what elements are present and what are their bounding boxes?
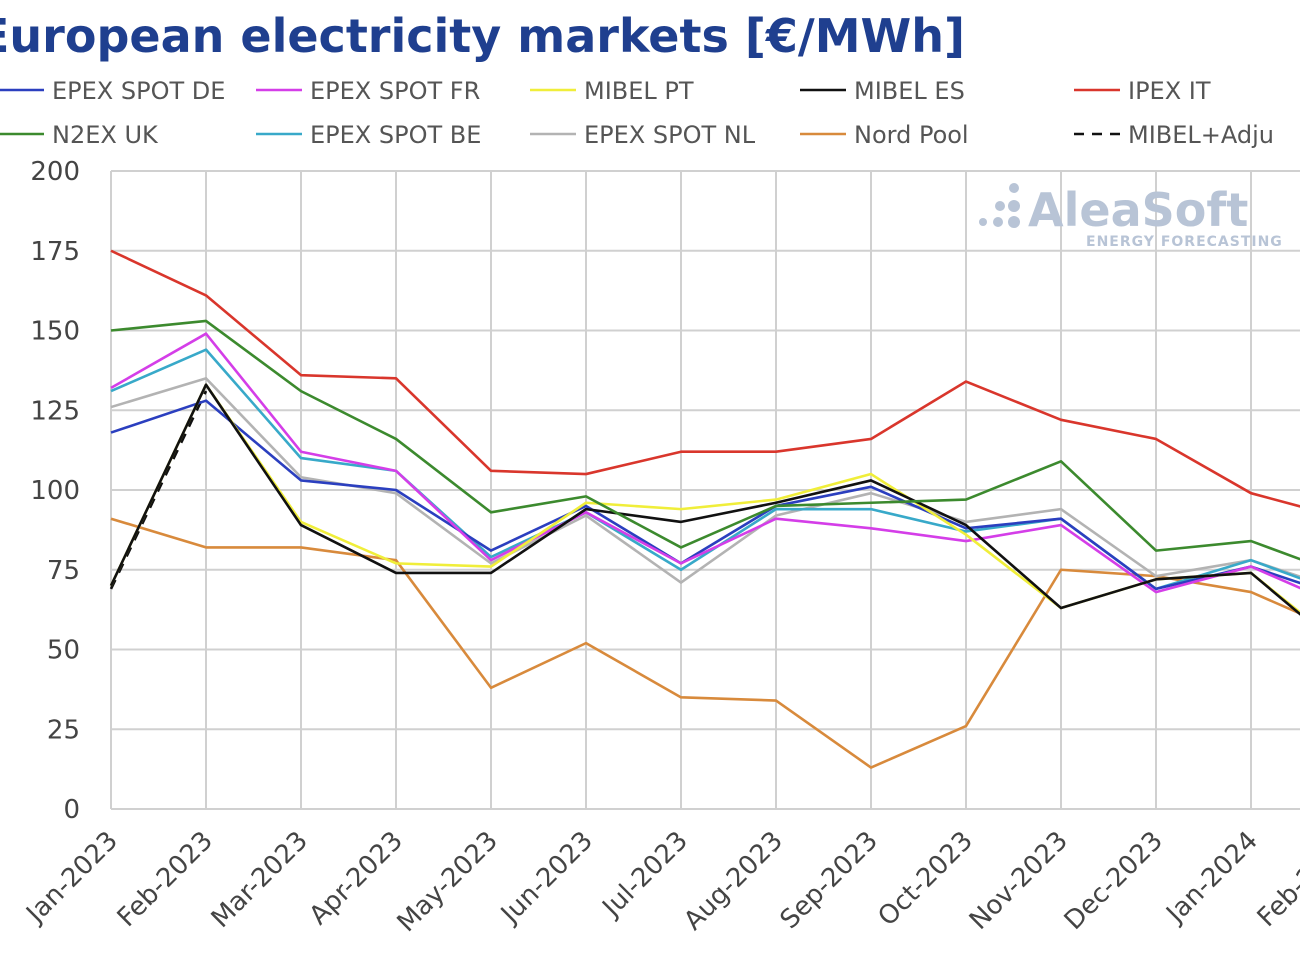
- chart-title: European electricity markets [€/MWh]: [0, 9, 965, 63]
- gridlines: [110, 170, 1300, 810]
- legend-label: N2EX UK: [52, 121, 159, 149]
- legend-label: EPEX SPOT DE: [52, 77, 225, 105]
- aleasoft-logo: AleaSoft ENERGY FORECASTING: [979, 183, 1283, 250]
- y-tick-label: 0: [63, 795, 80, 825]
- logo-dot: [995, 201, 1005, 211]
- legend-item: Nord Pool: [800, 121, 969, 149]
- legend-item: MIBEL ES: [800, 77, 965, 105]
- x-axis-ticks: Jan-2023Feb-2023Mar-2023Apr-2023May-2023…: [20, 826, 1300, 938]
- y-tick-label: 150: [30, 317, 80, 347]
- logo-tagline: ENERGY FORECASTING: [1086, 234, 1283, 250]
- series-lines: [109, 249, 1300, 769]
- y-tick-label: 100: [30, 476, 80, 506]
- series-line-epex-spot-fr: [110, 332, 1300, 594]
- legend-label: EPEX SPOT BE: [310, 121, 481, 149]
- x-tick-label: Feb-2023: [112, 826, 219, 933]
- series-line-epex-spot-nl: [110, 377, 1300, 584]
- legend-item: MIBEL PT: [530, 77, 694, 105]
- logo-dot: [979, 218, 987, 226]
- y-tick-label: 75: [47, 556, 80, 586]
- x-tick-label: Jan-2024: [1160, 826, 1264, 930]
- logo-dot: [1008, 200, 1020, 212]
- legend-item: EPEX SPOT NL: [530, 121, 756, 149]
- legend-label: MIBEL PT: [584, 77, 694, 105]
- x-tick-label: Mar-2023: [206, 826, 314, 934]
- legend-item: EPEX SPOT BE: [256, 121, 481, 149]
- logo-dot: [993, 217, 1003, 227]
- y-tick-label: 175: [30, 237, 80, 267]
- legend-label: MIBEL ES: [854, 77, 965, 105]
- y-tick-label: 25: [47, 715, 80, 745]
- series-line-epex-spot-de: [110, 399, 1300, 591]
- series-line-mibel-adju: [109, 390, 208, 590]
- x-tick-label: Aug-2023: [678, 826, 789, 937]
- x-tick-label: May-2023: [392, 826, 504, 938]
- series-line-ipex-it: [110, 249, 1300, 508]
- x-tick-label: Nov-2023: [964, 826, 1074, 936]
- legend-label: IPEX IT: [1128, 77, 1211, 105]
- legend-item: MIBEL+Adju: [1074, 121, 1274, 149]
- logo-dot: [1008, 216, 1020, 228]
- logo-name: AleaSoft: [1028, 183, 1248, 237]
- series-line-mibel-es: [109, 383, 1300, 616]
- legend-label: Nord Pool: [854, 121, 969, 149]
- x-tick-label: Jul-2023: [596, 826, 694, 924]
- y-tick-label: 200: [30, 157, 80, 187]
- x-tick-label: Feb-2024: [1252, 826, 1300, 933]
- legend: EPEX SPOT DE EPEX SPOT FR MIBEL PT MIBEL ES…: [0, 77, 1274, 149]
- legend-item: EPEX SPOT FR: [256, 77, 480, 105]
- x-tick-label: Dec-2023: [1059, 826, 1169, 936]
- series-line-epex-spot-be: [110, 348, 1300, 591]
- x-tick-label: Oct-2023: [873, 826, 979, 932]
- legend-label: MIBEL+Adju: [1128, 121, 1274, 149]
- series-line-n2ex-uk: [110, 319, 1300, 561]
- x-tick-label: Sep-2023: [775, 826, 884, 935]
- y-tick-label: 125: [30, 396, 80, 426]
- x-tick-label: Jun-2023: [494, 826, 599, 931]
- legend-label: EPEX SPOT FR: [310, 77, 480, 105]
- y-tick-label: 50: [47, 636, 80, 666]
- legend-item: IPEX IT: [1074, 77, 1211, 105]
- legend-item: N2EX UK: [0, 121, 159, 149]
- x-tick-label: Jan-2023: [20, 826, 124, 930]
- y-axis-ticks: 0 25 50 75 100 125 150 175 200: [30, 157, 80, 825]
- legend-item: EPEX SPOT DE: [0, 77, 225, 105]
- legend-label: EPEX SPOT NL: [584, 121, 756, 149]
- series-line-nord-pool: [110, 517, 1300, 769]
- logo-dot: [1009, 183, 1019, 193]
